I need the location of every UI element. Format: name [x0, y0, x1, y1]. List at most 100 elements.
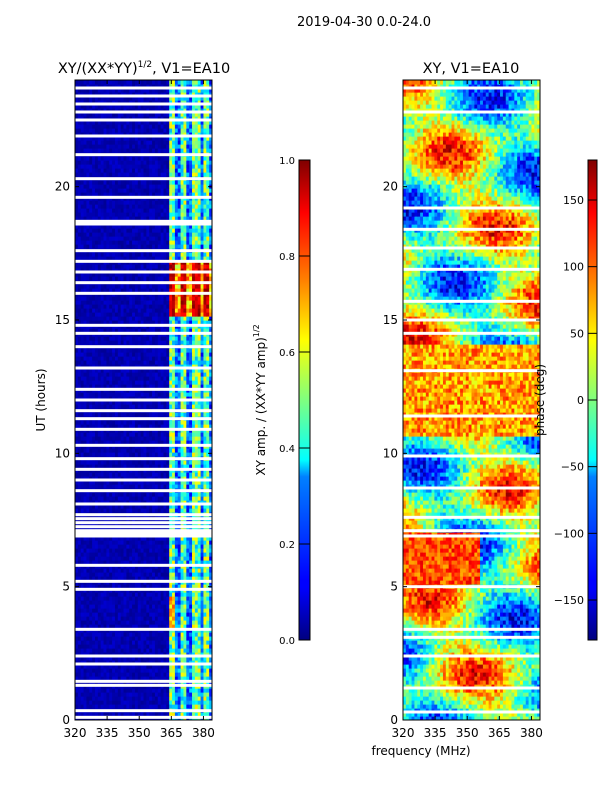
heatmap-cell: [94, 492, 99, 497]
heatmap-cell: [132, 460, 136, 465]
heatmap-cell: [163, 664, 167, 669]
heatmap-cell: [166, 632, 170, 637]
heatmap-cell: [80, 664, 85, 669]
heatmap-cell: [134, 612, 139, 617]
heatmap-cell: [174, 664, 179, 669]
heatmap-cell: [117, 380, 122, 385]
heatmap-cell: [106, 560, 110, 565]
heatmap-cell: [194, 492, 199, 497]
heatmap-cell: [126, 604, 130, 609]
heatmap-cell: [200, 440, 205, 445]
heatmap-cell: [109, 548, 113, 553]
heatmap-cell: [186, 396, 190, 401]
heatmap-cell: [186, 612, 190, 617]
heatmap-cell: [200, 480, 205, 485]
heatmap-cell: [106, 620, 110, 625]
heatmap-cell: [189, 700, 193, 705]
heatmap-cell: [197, 612, 202, 617]
heatmap-cell: [174, 576, 179, 581]
heatmap-cell: [197, 712, 202, 717]
heatmap-cell: [160, 424, 165, 429]
heatmap-cell: [146, 492, 150, 497]
heatmap-cell: [123, 568, 127, 573]
heatmap-cell: [126, 540, 130, 545]
heatmap-cell: [106, 664, 110, 669]
heatmap-cell: [137, 704, 142, 709]
heatmap-cell: [92, 400, 96, 405]
heatmap-cell: [177, 600, 182, 605]
heatmap-cell: [146, 364, 150, 369]
heatmap-cell: [126, 420, 130, 425]
heatmap-cell: [77, 712, 82, 717]
heatmap-cell: [129, 492, 133, 497]
heatmap-cell: [166, 476, 170, 481]
heatmap-cell: [200, 304, 205, 309]
heatmap-cell: [103, 688, 107, 693]
heatmap-cell: [92, 540, 96, 545]
heatmap-cell: [203, 676, 207, 681]
heatmap-cell: [200, 320, 205, 325]
heatmap-cell: [177, 496, 182, 501]
heatmap-cell: [134, 548, 139, 553]
heatmap-cell: [149, 360, 153, 365]
heatmap-cell: [192, 392, 196, 397]
heatmap-cell: [97, 432, 102, 437]
heatmap-cell: [134, 656, 139, 661]
heatmap-cell: [100, 396, 105, 401]
heatmap-cell: [92, 692, 96, 697]
heatmap-cell: [209, 608, 212, 613]
heatmap-cell: [75, 688, 79, 693]
heatmap-cell: [100, 440, 105, 445]
heatmap-cell: [100, 584, 105, 589]
heatmap-cell: [109, 664, 113, 669]
heatmap-cell: [137, 484, 142, 489]
heatmap-cell: [129, 348, 133, 353]
heatmap-cell: [134, 664, 139, 669]
heatmap-cell: [143, 460, 147, 465]
heatmap-cell: [166, 316, 170, 321]
heatmap-cell: [157, 476, 162, 481]
heatmap-cell: [203, 360, 207, 365]
heatmap-cell: [114, 612, 119, 617]
heatmap-cell: [86, 356, 90, 361]
heatmap-cell: [143, 380, 147, 385]
heatmap-cell: [203, 560, 207, 565]
heatmap-cell: [94, 704, 99, 709]
heatmap-cell: [137, 552, 142, 557]
heatmap-cell: [134, 496, 139, 501]
heatmap-cell: [97, 308, 102, 313]
heatmap-cell: [183, 584, 187, 589]
heatmap-cell: [197, 644, 202, 649]
heatmap-cell: [134, 372, 139, 377]
heatmap-cell: [172, 356, 176, 361]
heatmap-cell: [203, 592, 207, 597]
heatmap-cell: [206, 348, 210, 353]
heatmap-cell: [146, 352, 150, 357]
heatmap-cell: [86, 320, 90, 325]
heatmap-cell: [180, 652, 185, 657]
heatmap-cell: [103, 412, 107, 417]
heatmap-cell: [112, 640, 116, 645]
heatmap-cell: [129, 368, 133, 373]
heatmap-cell: [86, 552, 90, 557]
heatmap-cell: [109, 540, 113, 545]
heatmap-cell: [114, 632, 119, 637]
heatmap-cell: [143, 704, 147, 709]
heatmap-cell: [120, 396, 125, 401]
heatmap-cell: [166, 504, 170, 509]
heatmap-cell: [163, 400, 167, 405]
heatmap-cell: [163, 568, 167, 573]
heatmap-cell: [140, 404, 145, 409]
heatmap-cell: [140, 508, 145, 513]
heatmap-cell: [180, 608, 185, 613]
heatmap-cell: [109, 572, 113, 577]
heatmap-cell: [143, 640, 147, 645]
amplitude-heatmap: [75, 80, 212, 720]
heatmap-cell: [75, 460, 79, 465]
heatmap-cell: [149, 420, 153, 425]
heatmap-cell: [89, 612, 93, 617]
heatmap-cell: [200, 496, 205, 501]
heatmap-cell: [203, 384, 207, 389]
heatmap-cell: [86, 696, 90, 701]
heatmap-cell: [160, 604, 165, 609]
